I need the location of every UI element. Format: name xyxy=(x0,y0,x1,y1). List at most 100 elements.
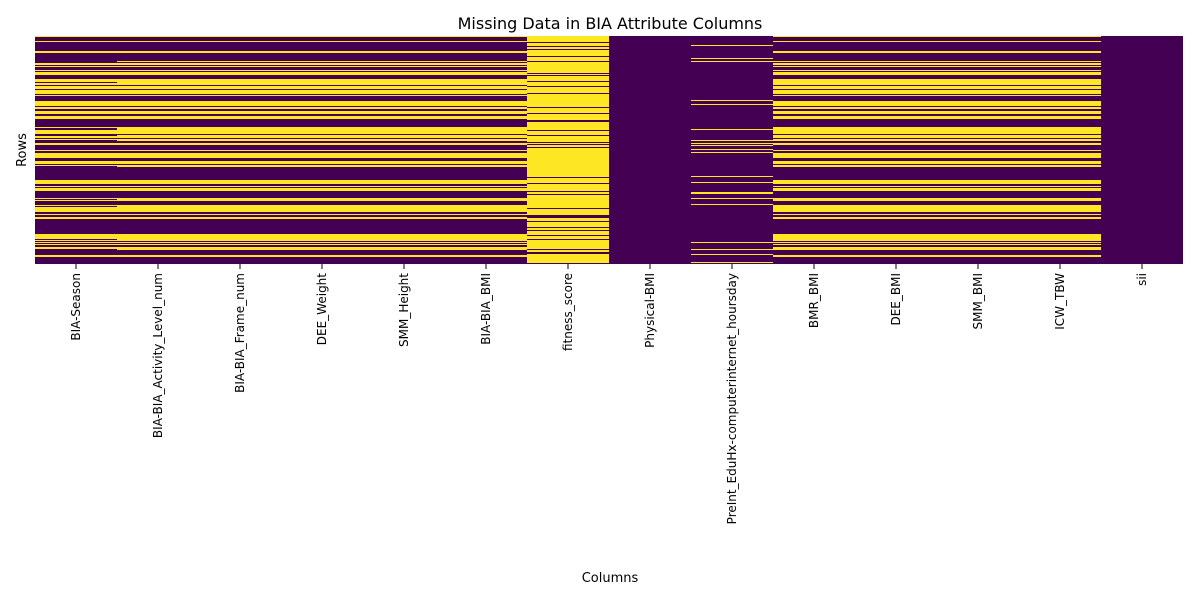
heatmap-cell-missing xyxy=(281,90,363,94)
heatmap-cell-missing xyxy=(937,72,1019,75)
heatmap-cell-missing xyxy=(363,79,445,85)
heatmap-cell-missing xyxy=(1019,244,1101,245)
heatmap-cell-missing xyxy=(363,165,445,167)
heatmap-cell-missing xyxy=(855,180,937,184)
heatmap-cell-missing xyxy=(281,186,363,187)
heatmap-cell-missing xyxy=(773,95,855,96)
heatmap-cell-missing xyxy=(855,153,937,158)
heatmap-cell-missing xyxy=(855,150,937,151)
heatmap-cell-missing xyxy=(1019,90,1101,94)
heatmap-cell-missing xyxy=(527,178,609,183)
heatmap-cell-missing xyxy=(855,70,937,71)
heatmap-cell-missing xyxy=(773,51,855,53)
heatmap-cell-missing xyxy=(199,41,281,42)
x-tick-label: Physical-BMI xyxy=(643,273,657,348)
heatmap-cell-missing xyxy=(691,192,773,194)
heatmap-cell-missing xyxy=(445,244,527,245)
heatmap-cell-missing xyxy=(445,139,527,141)
x-axis-label: Columns xyxy=(582,571,639,586)
x-tick-label: PreInt_EduHx-computerinternet_hoursday xyxy=(725,273,739,524)
heatmap-cell-missing xyxy=(281,214,363,215)
heatmap-cell-missing xyxy=(937,165,1019,167)
heatmap-cell-missing xyxy=(855,95,937,96)
heatmap-cell-missing xyxy=(363,135,445,138)
heatmap-cell-missing xyxy=(35,63,117,65)
x-tick-label: BIA-Season xyxy=(69,273,83,341)
heatmap-cell-missing xyxy=(117,107,199,109)
heatmap-cell-missing xyxy=(1019,127,1101,134)
heatmap-cell-missing xyxy=(773,153,855,158)
heatmap-cell-missing xyxy=(445,79,527,85)
heatmap-cell-missing xyxy=(855,165,937,167)
heatmap-cell-missing xyxy=(445,63,527,65)
heatmap-cell-missing xyxy=(363,51,445,53)
heatmap-cell-missing xyxy=(855,51,937,53)
heatmap-cell-missing xyxy=(35,153,117,158)
heatmap-cell-missing xyxy=(937,150,1019,151)
heatmap-cell-missing xyxy=(937,61,1019,62)
heatmap-cell-missing xyxy=(773,255,855,257)
heatmap-cell-missing xyxy=(937,244,1019,245)
heatmap-cell-missing xyxy=(35,111,117,114)
heatmap-cell-missing xyxy=(691,182,773,183)
heatmap-cell-missing xyxy=(445,127,527,134)
heatmap-cell-missing xyxy=(855,66,937,67)
heatmap-cell-missing xyxy=(445,217,527,219)
heatmap-cell-missing xyxy=(527,50,609,56)
heatmap-cell-missing xyxy=(691,152,773,153)
heatmap-cell-missing xyxy=(1019,107,1101,109)
heatmap-cell-missing xyxy=(35,136,117,138)
heatmap-cell-missing xyxy=(117,205,199,212)
heatmap-cell-missing xyxy=(855,107,937,109)
heatmap-cell-missing xyxy=(691,198,773,199)
heatmap-cell-missing xyxy=(1019,242,1101,243)
heatmap-column-7 xyxy=(609,36,691,264)
heatmap-cell-missing xyxy=(937,70,1019,71)
heatmap-cell-missing xyxy=(445,101,527,106)
heatmap-cell-missing xyxy=(445,51,527,53)
heatmap-cell-missing xyxy=(445,205,527,212)
heatmap-cell-missing xyxy=(199,135,281,138)
heatmap-cell-missing xyxy=(117,72,199,75)
heatmap-cell-missing xyxy=(773,161,855,164)
heatmap-cell-missing xyxy=(363,101,445,106)
heatmap-cell-missing xyxy=(527,76,609,81)
heatmap-cell-missing xyxy=(363,242,445,243)
heatmap-cell-missing xyxy=(773,127,855,134)
heatmap-cell-missing xyxy=(199,111,281,114)
heatmap-cell-missing xyxy=(199,116,281,119)
heatmap-cell-missing xyxy=(855,247,937,250)
heatmap-cell-missing xyxy=(35,214,117,215)
heatmap-cell-missing xyxy=(281,217,363,219)
heatmap-cell-missing xyxy=(773,36,855,37)
heatmap-cell-missing xyxy=(1019,79,1101,85)
heatmap-cell-missing xyxy=(773,116,855,119)
x-tick-label: DEE_Weight xyxy=(315,273,329,346)
heatmap-cell-missing xyxy=(937,242,1019,243)
heatmap-cell-missing xyxy=(35,180,117,184)
heatmap-column-13 xyxy=(1101,36,1183,264)
heatmap-cell-missing xyxy=(35,116,117,119)
heatmap-cell-missing xyxy=(855,139,937,141)
heatmap-cell-missing xyxy=(199,153,281,158)
heatmap-cell-missing xyxy=(117,186,199,187)
heatmap-cell-missing xyxy=(445,188,527,191)
heatmap-cell-missing xyxy=(937,41,1019,42)
heatmap-cell-missing xyxy=(117,51,199,53)
heatmap-cell-missing xyxy=(691,100,773,101)
heatmap-cell-missing xyxy=(363,214,445,215)
heatmap-cell-missing xyxy=(1019,101,1101,106)
heatmap-cell-missing xyxy=(527,231,609,235)
heatmap-cell-missing xyxy=(445,143,527,145)
heatmap-cell-missing xyxy=(199,90,281,94)
heatmap-cell-missing xyxy=(363,153,445,158)
heatmap-cell-missing xyxy=(937,153,1019,158)
heatmap-cell-missing xyxy=(1019,153,1101,158)
heatmap-cell-missing xyxy=(1019,51,1101,53)
heatmap-cell-missing xyxy=(1019,72,1101,75)
heatmap-cell-missing xyxy=(773,63,855,65)
heatmap-cell-missing xyxy=(199,127,281,134)
heatmap-cell-missing xyxy=(527,94,609,107)
heatmap-cell-missing xyxy=(281,79,363,85)
heatmap-cell-missing xyxy=(199,143,281,145)
